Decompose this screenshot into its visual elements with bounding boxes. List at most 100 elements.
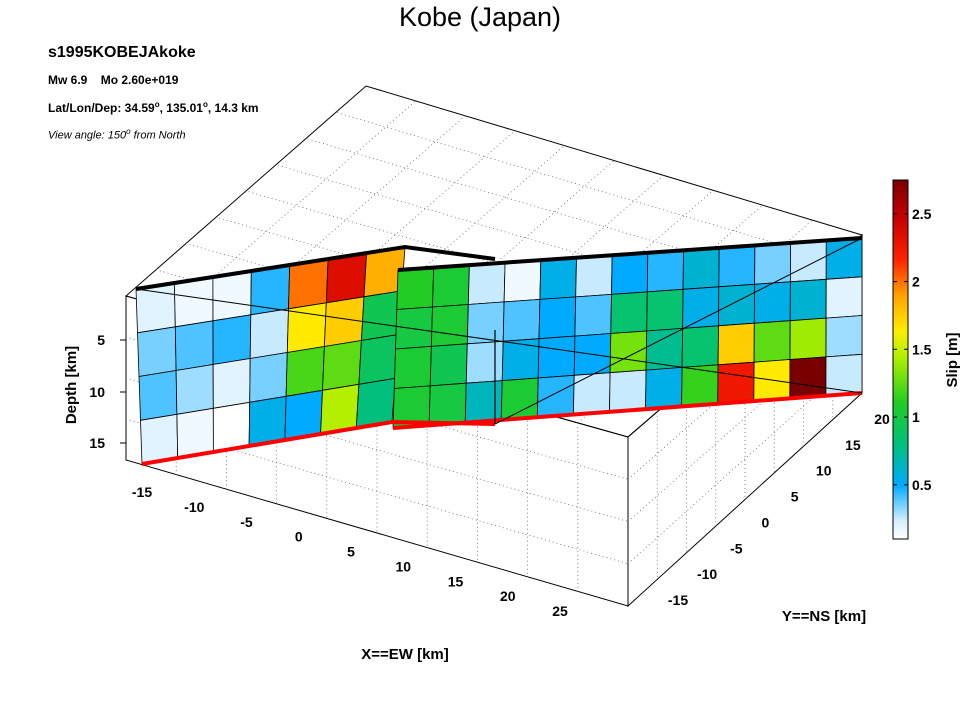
depth: 14.3 km	[214, 101, 259, 115]
slip-patch	[140, 413, 179, 465]
slip-patch	[286, 302, 327, 353]
slip-patch	[537, 335, 576, 379]
colorbar-tick-label: 1	[912, 409, 920, 425]
slip-patch	[572, 372, 611, 415]
slip-patch	[611, 252, 649, 295]
slip-patch	[323, 296, 365, 347]
slip-patch	[284, 389, 323, 441]
colorbar-tick-label: 2	[912, 274, 920, 290]
slip-patch	[429, 343, 468, 387]
slip-patch	[358, 334, 399, 385]
location-prefix: Lat/Lon/Dep:	[48, 101, 125, 115]
slip-patch	[681, 364, 719, 407]
slip-patch	[322, 340, 362, 391]
slip-patch	[502, 298, 541, 342]
y-tick-label: -5	[730, 540, 743, 556]
z-tick-label: 5	[97, 332, 105, 348]
slip-patch	[212, 314, 252, 365]
slip-patch	[717, 322, 755, 366]
slip-patch	[609, 369, 647, 413]
slip-patch	[396, 267, 435, 310]
slip-patch	[825, 276, 863, 319]
event-id: s1995KOBEJAkoke	[48, 44, 196, 61]
slip-patch	[682, 247, 720, 290]
fault-bottom-trace	[141, 391, 863, 466]
degree-mark: o	[154, 100, 160, 109]
slip-patch	[249, 352, 288, 403]
location-line: Lat/Lon/Dep: 34.59o, 135.01o, 14.3 km	[48, 100, 259, 115]
slip-patch	[393, 345, 432, 389]
slip-patch	[138, 370, 178, 421]
chart-title: Kobe (Japan)	[398, 2, 562, 32]
view-suffix: from North	[130, 129, 186, 142]
x-tick-label: -10	[184, 499, 204, 515]
slip-patch	[173, 276, 214, 328]
slip-patch	[717, 361, 755, 405]
slip-patch	[536, 374, 575, 418]
slip-patch	[176, 407, 214, 459]
slip-patch	[789, 240, 827, 283]
slip-patch	[539, 257, 577, 300]
slip-patch	[682, 286, 720, 329]
y-tick-label: 0	[762, 514, 770, 530]
y-tick-label: 5	[791, 489, 799, 505]
slip-patch	[465, 340, 504, 384]
slip-patch	[789, 317, 827, 360]
latitude: 34.59	[124, 101, 155, 115]
fault-top-trace	[135, 236, 863, 291]
slip-patch	[789, 356, 827, 399]
slip-patch	[325, 252, 368, 304]
slip-patch	[432, 264, 470, 308]
magnitude-line: Mw 6.9 Mo 2.60e+019	[48, 73, 178, 87]
slip-patch	[718, 244, 756, 288]
y-tick-label: 20	[874, 411, 890, 427]
x-axis: -15 -10 -5 0 5 10 15 20 25	[132, 484, 568, 619]
colorbar-tick-label: 1.5	[912, 341, 932, 357]
slip-patch	[395, 306, 433, 350]
colorbar-label: Slip [m]	[944, 332, 960, 387]
slip-patch	[646, 288, 684, 332]
slip-patch	[174, 320, 214, 371]
slip-patch	[574, 293, 612, 337]
slip-patch	[137, 326, 177, 377]
x-tick-label: 10	[396, 558, 412, 574]
y-tick-label: 15	[845, 437, 861, 453]
slip-patch	[464, 380, 503, 424]
y-tick-label: -15	[668, 592, 688, 608]
slip-patch	[212, 270, 252, 322]
y-axis-label: Y==NS [km]	[782, 608, 866, 625]
magnitude: Mw 6.9	[48, 73, 88, 87]
slip-patch	[609, 330, 648, 374]
slip-patch	[575, 254, 613, 298]
slip-patch	[135, 282, 176, 334]
slip-patch	[538, 296, 577, 340]
x-tick-label: 0	[295, 529, 303, 545]
colorbar-tick-label: 2.5	[912, 206, 932, 222]
slip-patch	[610, 291, 648, 334]
x-tick-label: -15	[132, 484, 152, 500]
degree-mark: o	[126, 127, 131, 136]
x-axis-label: X==EW [km]	[361, 646, 449, 663]
x-tick-label: 20	[500, 588, 516, 604]
view-angle: View angle: 150o from North	[48, 127, 186, 142]
colorbar-ticks: 0.5 1 1.5 2 2.5	[893, 206, 932, 493]
slip-patch	[430, 304, 469, 347]
slip-patch	[645, 327, 684, 371]
x-tick-label: -5	[240, 514, 253, 530]
slip-patch	[248, 395, 287, 447]
y-axis: -15 -10 -5 0 5 10 15 20	[668, 411, 890, 608]
fault-segment-1	[135, 246, 406, 465]
x-tick-label: 25	[552, 603, 568, 619]
slip-patch	[250, 264, 291, 316]
y-tick-label: -10	[697, 566, 717, 582]
slip-patch	[754, 242, 792, 285]
slip-patch	[500, 377, 539, 421]
slip-patch	[825, 315, 863, 358]
slip-patch	[503, 259, 542, 303]
hidden-edges	[135, 237, 863, 425]
slip-patch	[467, 262, 506, 305]
y-tick-label: 10	[816, 463, 832, 479]
slip-patch	[212, 358, 251, 409]
slip-patch	[645, 366, 683, 410]
colorbar-scale	[892, 179, 909, 540]
